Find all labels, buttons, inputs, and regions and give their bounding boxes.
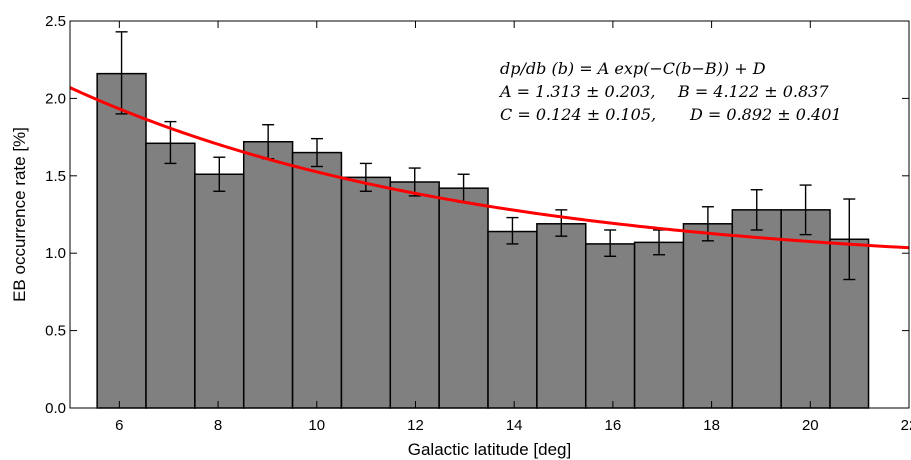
bar-0: [96, 72, 147, 409]
x-tick-label-8: 8: [214, 417, 222, 434]
bar-10: [584, 243, 636, 409]
annotation-param-b: B = 4.122 ± 0.837: [677, 82, 829, 101]
y-tick-label-1.0: 1.0: [45, 245, 66, 262]
annotation-param-a: A = 1.313 ± 0.203,: [498, 82, 655, 101]
errorbar-9: [555, 209, 568, 237]
y-tick-label-0.0: 0.0: [45, 400, 66, 417]
bars-group: [96, 72, 870, 409]
errorbar-6: [408, 167, 421, 197]
x-tick-label-6: 6: [115, 417, 123, 434]
errorbar-12: [701, 206, 714, 242]
x-tick-label-20: 20: [802, 417, 819, 434]
errorbar-8: [506, 216, 519, 245]
errorbar-2: [213, 156, 226, 192]
bar-4: [291, 151, 343, 409]
errorbar-5: [359, 162, 372, 192]
x-tick-label-16: 16: [605, 417, 622, 434]
bar-3: [242, 140, 294, 409]
y-tick-label-2.5: 2.5: [45, 13, 66, 30]
x-tick-label-14: 14: [506, 417, 523, 434]
x-tick-label-22: 22: [901, 417, 911, 434]
errorbar-14: [799, 184, 812, 236]
errorbar-4: [311, 137, 324, 168]
bar-5: [340, 176, 392, 409]
y-axis-label: EB occurrence rate [%]: [10, 127, 29, 302]
annotation-formula: dp/db (b) = A exp(−C(b−B)) + D: [500, 59, 766, 78]
plot-frame: [69, 20, 910, 409]
annotation-param-c: C = 0.124 ± 0.105,: [500, 105, 656, 124]
bar-11: [633, 241, 685, 409]
annotation-param-d: D = 0.892 ± 0.401: [689, 105, 842, 124]
tick-labels-group: 6 8 10 12 14 16 18 20 22 0.0 0.5 1.0 1.5 2.0 2.5: [45, 13, 911, 434]
errorbar-10: [604, 229, 617, 257]
x-tick-label-18: 18: [703, 417, 720, 434]
errorbar-15: [843, 198, 856, 281]
bar-8: [487, 230, 538, 409]
x-tick-label-12: 12: [407, 417, 424, 434]
fit-curve: [69, 86, 910, 250]
errorbar-0: [115, 31, 128, 115]
bar-6: [389, 181, 440, 409]
ticks-group: [70, 20, 910, 409]
bar-12: [682, 223, 734, 409]
y-tick-label-1.5: 1.5: [45, 168, 66, 185]
y-tick-label-2.0: 2.0: [45, 90, 66, 107]
errorbar-13: [750, 189, 763, 231]
fit-annotation: dp/db (b) = A exp(−C(b−B)) + D A = 1.313…: [498, 59, 842, 124]
x-tick-label-10: 10: [308, 417, 325, 434]
bar-2: [194, 173, 245, 409]
bar-9: [536, 223, 587, 409]
bar-7: [438, 187, 489, 409]
x-axis-label: Galactic latitude [deg]: [408, 440, 571, 459]
y-tick-label-0.5: 0.5: [45, 323, 66, 340]
bar-1: [145, 142, 196, 409]
